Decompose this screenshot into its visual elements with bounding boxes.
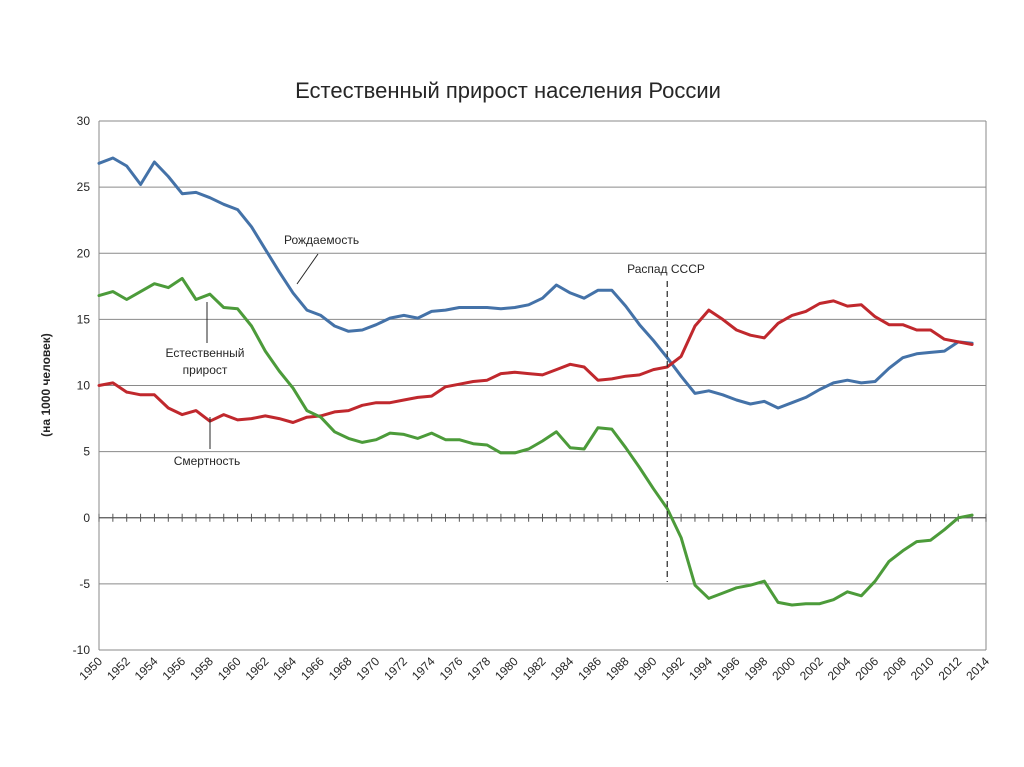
annotation-birth: Рождаемость xyxy=(284,233,359,247)
x-tick-label: 1980 xyxy=(492,654,521,683)
annotation-event: Распад СССР xyxy=(627,262,705,276)
y-tick-label: 15 xyxy=(77,312,91,326)
x-tick-label: 1978 xyxy=(464,654,493,683)
x-tick-label: 1962 xyxy=(243,654,272,683)
x-tick-label: 1956 xyxy=(159,654,188,683)
x-tick-label: 2006 xyxy=(852,654,881,683)
series-line-1 xyxy=(97,299,974,424)
x-tick-label: 1966 xyxy=(298,654,327,683)
x-tick-label: 1998 xyxy=(742,654,771,683)
x-tick-label: 2004 xyxy=(825,654,854,683)
x-tick-label: 1982 xyxy=(520,654,549,683)
x-tick-label: 1984 xyxy=(548,654,577,683)
x-tick-label: 2012 xyxy=(936,654,965,683)
y-tick-label: -5 xyxy=(79,577,90,591)
y-tick-label: 5 xyxy=(83,445,90,459)
y-tick-label: -10 xyxy=(73,643,91,657)
x-tick-label: 1990 xyxy=(631,654,660,683)
y-tick-label: 30 xyxy=(77,114,91,128)
x-tick-label: 1964 xyxy=(270,654,299,683)
x-tick-label: 2000 xyxy=(769,654,798,683)
x-tick-label: 1986 xyxy=(575,654,604,683)
x-tick-label: 1958 xyxy=(187,654,216,683)
annotation-death: Смертность xyxy=(174,454,241,468)
x-tick-label: 2014 xyxy=(963,654,992,683)
chart-title: Естественный прирост населения России xyxy=(295,78,721,103)
x-tick-label: 1974 xyxy=(409,654,438,683)
y-tick-label: 20 xyxy=(77,246,91,260)
annotation-natural-line1: Естественный xyxy=(166,346,245,360)
y-tick-label: 10 xyxy=(77,379,91,393)
x-tick-label: 2002 xyxy=(797,654,826,683)
x-tick-label: 1954 xyxy=(132,654,161,683)
x-tick-label: 1952 xyxy=(104,654,133,683)
x-tick-label: 1992 xyxy=(658,654,687,683)
y-axis-label: (на 1000 человек) xyxy=(39,333,53,437)
annotations: Рождаемость Естественный прирост Смертно… xyxy=(166,233,705,582)
x-tick-label: 1988 xyxy=(603,654,632,683)
x-tick-label: 1968 xyxy=(326,654,355,683)
series-lines xyxy=(97,156,974,607)
x-tick-label: 1970 xyxy=(354,654,383,683)
x-tick-label: 1950 xyxy=(76,654,105,683)
x-tick-label: 1994 xyxy=(686,654,715,683)
grid xyxy=(99,120,986,651)
annotation-natural-line2: прирост xyxy=(183,363,228,377)
annotation-birth-pointer xyxy=(296,253,319,285)
y-tick-label: 25 xyxy=(77,180,91,194)
x-tick-label: 2010 xyxy=(908,654,937,683)
x-tick-label: 1960 xyxy=(215,654,244,683)
y-tick-label: 0 xyxy=(83,511,90,525)
axes xyxy=(98,121,987,650)
x-tick-label: 1976 xyxy=(437,654,466,683)
series-line-2 xyxy=(97,276,974,607)
x-tick-label: 2008 xyxy=(880,654,909,683)
x-tick-label: 1996 xyxy=(714,654,743,683)
series-line-0 xyxy=(97,156,974,410)
x-tick-label: 1972 xyxy=(381,654,410,683)
